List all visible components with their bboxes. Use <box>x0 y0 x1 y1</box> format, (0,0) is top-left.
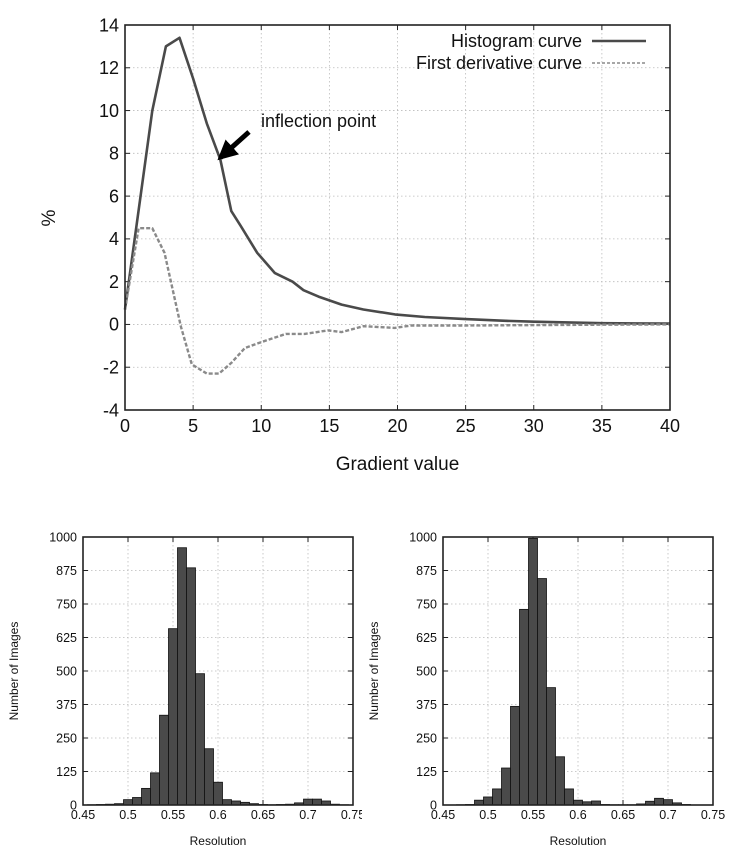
x-axis-label: Resolution <box>190 834 247 848</box>
y-tick-label: 1000 <box>409 530 437 544</box>
x-tick-label: 0.45 <box>71 808 95 822</box>
resolution-histogram-right: 0.45 0.5 0.55 0.6 0.65 0.7 0.75 0 125 250 375 500 62… <box>367 530 725 848</box>
histogram-bar <box>546 687 556 806</box>
x-tick-label: 0.45 <box>431 808 455 822</box>
x-tick-label: 30 <box>524 416 544 436</box>
plot-frame <box>442 536 714 806</box>
y-tick-label: 375 <box>416 698 437 712</box>
y-tick-label: 625 <box>56 631 77 645</box>
histogram-bar <box>663 799 673 806</box>
histogram-bar <box>159 714 169 806</box>
gradient-histogram-chart: 0 5 10 15 20 25 30 35 40 -4 -2 0 2 4 6 8 10 12 14 Histogram… <box>39 15 680 475</box>
annotation-arrow <box>217 130 251 161</box>
x-tick-label: 0.5 <box>479 808 496 822</box>
histogram-bar <box>141 787 151 806</box>
resolution-histogram-left: 0.45 0.5 0.55 0.6 0.65 0.7 0.75 0 125 250 375 500 62… <box>7 530 365 848</box>
y-tick-label: 6 <box>109 186 119 206</box>
histogram-bar <box>555 756 565 806</box>
x-tick-label: 40 <box>660 416 680 436</box>
x-tick-label: 0.7 <box>659 808 676 822</box>
y-tick-label: 875 <box>416 564 437 578</box>
y-tick-label: 125 <box>56 765 77 779</box>
x-tick-label: 0.6 <box>569 808 586 822</box>
y-tick-label: 250 <box>416 731 437 745</box>
histogram-bar <box>312 798 322 806</box>
x-tick-label: 0 <box>120 416 130 436</box>
x-axis-label: Resolution <box>550 834 607 848</box>
histogram-bar <box>564 788 574 806</box>
plot-frame <box>82 536 354 806</box>
histogram-bar <box>168 628 178 806</box>
histogram-bar <box>528 537 538 806</box>
histogram-bar <box>519 608 529 806</box>
x-axis-label: Gradient value <box>336 454 460 475</box>
x-tick-label: 25 <box>456 416 476 436</box>
x-tick-label: 5 <box>188 416 198 436</box>
y-tick-label: 2 <box>109 272 119 292</box>
y-tick-label: 500 <box>416 664 437 678</box>
x-tick-label: 0.65 <box>251 808 275 822</box>
y-tick-label: 1000 <box>49 530 77 544</box>
y-tick-label: 250 <box>56 731 77 745</box>
histogram-bar <box>123 799 133 806</box>
y-axis-label: Number of Images <box>7 622 21 721</box>
y-tick-label: 750 <box>56 597 77 611</box>
histogram-bar <box>222 799 232 806</box>
y-tick-label: 14 <box>99 15 119 35</box>
x-tick-label: 0.55 <box>161 808 185 822</box>
histogram-bar <box>654 797 664 806</box>
y-tick-label: -4 <box>103 400 119 420</box>
x-tick-label: 0.7 <box>299 808 316 822</box>
plot-frame <box>124 24 671 411</box>
histogram-bar <box>186 567 196 806</box>
y-tick-label: 750 <box>416 597 437 611</box>
y-tick-label: -2 <box>103 358 119 378</box>
y-tick-label: 4 <box>109 229 119 249</box>
x-tick-label: 10 <box>251 416 271 436</box>
x-tick-label: 0.75 <box>701 808 725 822</box>
y-tick-label: 0 <box>109 315 119 335</box>
y-tick-label: 375 <box>56 698 77 712</box>
x-tick-label: 20 <box>387 416 407 436</box>
x-tick-label: 0.65 <box>611 808 635 822</box>
histogram-bar <box>303 798 313 806</box>
y-axis-label: Number of Images <box>367 622 381 721</box>
histogram-bar <box>195 673 205 806</box>
x-tick-label: 0.6 <box>209 808 226 822</box>
histogram-bar <box>150 772 160 806</box>
y-tick-label: 875 <box>56 564 77 578</box>
x-tick-label: 0.75 <box>341 808 365 822</box>
legend-label: Histogram curve <box>451 31 582 51</box>
y-tick-label: 12 <box>99 58 119 78</box>
histogram-curve-line <box>123 36 671 325</box>
x-tick-label: 15 <box>319 416 339 436</box>
y-axis-label: % <box>39 209 60 226</box>
annotation-label: inflection point <box>261 111 376 131</box>
histogram-bar <box>510 705 520 806</box>
y-tick-label: 0 <box>430 798 437 812</box>
histogram-bar <box>213 781 223 806</box>
y-tick-label: 625 <box>416 631 437 645</box>
histogram-bar <box>537 578 547 806</box>
y-tick-label: 8 <box>109 144 119 164</box>
histogram-bar <box>132 797 142 806</box>
y-tick-label: 10 <box>99 101 119 121</box>
x-tick-label: 0.55 <box>521 808 545 822</box>
histogram-bar <box>501 767 511 806</box>
y-tick-label: 0 <box>70 798 77 812</box>
y-tick-label: 125 <box>416 765 437 779</box>
first-derivative-curve-line <box>123 226 671 375</box>
x-tick-label: 35 <box>592 416 612 436</box>
x-tick-label: 0.5 <box>119 808 136 822</box>
y-tick-label: 500 <box>56 664 77 678</box>
legend-label: First derivative curve <box>416 53 582 73</box>
histogram-bar <box>492 788 502 806</box>
histogram-bar <box>177 547 187 806</box>
histogram-bar <box>204 748 214 806</box>
histogram-bar <box>483 796 493 806</box>
